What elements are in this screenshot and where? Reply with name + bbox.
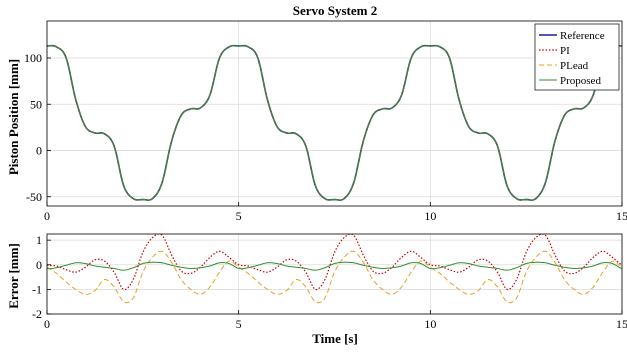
error-series xyxy=(47,234,622,304)
error-x-tick-label: 15 xyxy=(616,317,627,331)
position-x-tick-label: 15 xyxy=(616,209,627,223)
legend-label-reference: Reference xyxy=(560,30,605,42)
position-y-axis-label: Piston Position [mm] xyxy=(6,59,21,175)
error-x-tick-label: 10 xyxy=(424,317,436,331)
position-y-tick-label: 100 xyxy=(24,51,42,65)
legend-label-pi: PI xyxy=(560,45,570,57)
error-plot-frame xyxy=(46,233,623,315)
error-y-tick-label: 0 xyxy=(36,258,42,272)
position-y-tick-label: 50 xyxy=(30,97,42,111)
position-y-tick-label: -50 xyxy=(26,190,42,204)
error-y-tick-label: -2 xyxy=(32,307,42,321)
series-line-plead xyxy=(47,250,622,304)
error-grid xyxy=(46,234,623,315)
position-y-tick-label: 0 xyxy=(36,144,42,158)
error-y-tick-label: -1 xyxy=(32,282,42,296)
error-x-tick-label: 0 xyxy=(44,317,50,331)
chart-title: Servo System 2 xyxy=(293,3,378,18)
error-y-tick-label: 1 xyxy=(36,233,42,247)
error-y-axis-label: Error [mm] xyxy=(6,243,21,309)
position-x-tick-label: 5 xyxy=(236,209,242,223)
position-x-tick-label: 0 xyxy=(44,209,50,223)
position-x-tick-label: 10 xyxy=(424,209,436,223)
legend: Reference PI PLead Proposed xyxy=(534,23,620,91)
position-series xyxy=(47,44,622,201)
x-axis-label: Time [s] xyxy=(312,331,358,346)
legend-label-proposed: Proposed xyxy=(560,75,601,87)
position-grid xyxy=(46,21,623,206)
legend-label-plead: PLead xyxy=(560,60,589,72)
error-ticks: 0 5 10 15 -2 -1 0 1 xyxy=(32,233,627,331)
error-plot: 0 5 10 15 -2 -1 0 1 Error [mm] Time [s] xyxy=(6,233,627,346)
series-line-proposed xyxy=(47,45,622,201)
error-x-tick-label: 5 xyxy=(236,317,242,331)
position-plot-frame xyxy=(46,20,623,207)
series-line-proposed xyxy=(47,261,622,271)
series-line-pi xyxy=(47,234,622,291)
